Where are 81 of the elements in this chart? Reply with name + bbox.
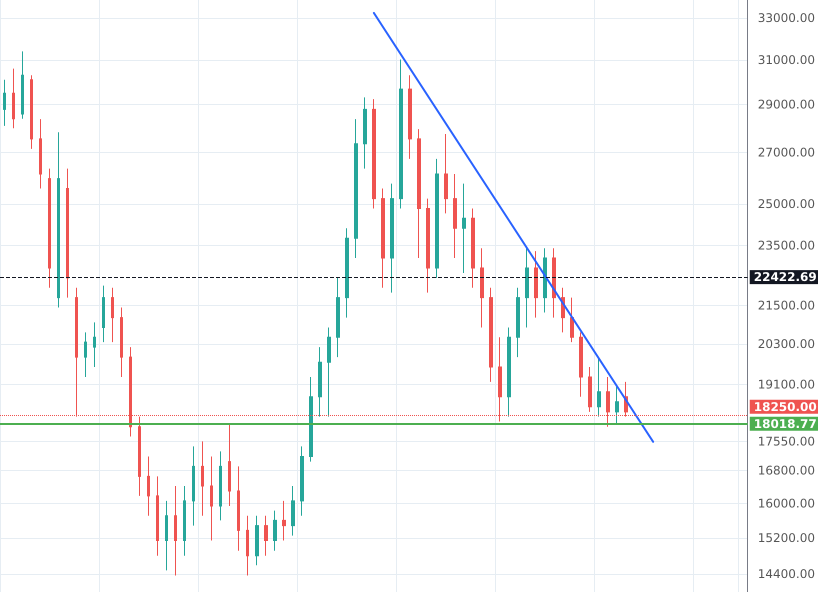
candlestick	[12, 68, 15, 129]
candlestick	[3, 79, 6, 126]
candlestick	[147, 456, 150, 516]
candlestick	[399, 59, 403, 209]
candlestick	[111, 287, 114, 343]
candlestick	[588, 366, 592, 412]
candlestick	[282, 500, 286, 541]
y-tick-label: 21500.00	[758, 298, 816, 312]
y-tick-label: 31000.00	[758, 52, 816, 67]
candlestick	[246, 515, 249, 576]
candlestick	[525, 248, 529, 328]
candlestick	[30, 74, 33, 150]
candlestick	[453, 174, 457, 259]
y-tick-label: 25000.00	[758, 197, 816, 212]
candlestick	[444, 133, 448, 214]
candlestick	[435, 158, 439, 278]
candlestick	[138, 416, 141, 496]
candlestick	[516, 287, 520, 358]
candlestick	[219, 450, 222, 521]
candlestick	[156, 476, 159, 556]
candlestick	[390, 183, 394, 294]
candlestick	[318, 346, 322, 418]
candlestick	[372, 98, 376, 209]
candlestick	[408, 74, 412, 160]
candlestick	[507, 327, 511, 418]
y-tick-label: 27000.00	[758, 146, 816, 160]
ref-line-label: 18018.77	[754, 416, 817, 431]
y-tick-label: 14400.00	[758, 567, 816, 582]
y-tick-label: 33000.00	[758, 11, 816, 26]
candlestick	[39, 118, 42, 190]
candlestick	[579, 332, 583, 398]
candlestick	[165, 500, 168, 571]
candlestick	[102, 285, 105, 343]
candlestick	[417, 128, 421, 259]
candlestick	[183, 486, 186, 556]
candlestick	[489, 287, 493, 382]
candlestick	[201, 440, 204, 516]
candlestick	[354, 118, 358, 259]
y-tick-label: 17550.00	[758, 434, 816, 448]
candlestick	[228, 423, 231, 506]
y-tick-label: 23500.00	[758, 238, 816, 253]
candlestick	[336, 277, 340, 358]
y-tick-label: 16000.00	[758, 496, 816, 510]
ref-line-label: 18250.00	[754, 400, 817, 414]
candlestick	[264, 515, 268, 556]
candlestick	[273, 510, 277, 552]
candlestick	[345, 228, 349, 318]
candlestick	[192, 446, 195, 526]
candlestick	[309, 376, 313, 462]
candlestick	[552, 248, 556, 318]
y-tick-label: 15200.00	[758, 530, 816, 545]
candlestick	[174, 486, 177, 576]
candlestick	[84, 332, 87, 378]
candlestick	[480, 248, 484, 328]
candlestick	[255, 515, 259, 566]
ref-line-label: 22422.69	[754, 270, 817, 284]
candlestick	[291, 486, 295, 536]
candlestick	[597, 356, 601, 418]
candlestick	[21, 50, 24, 120]
y-tick-label: 16800.00	[758, 464, 816, 478]
candlestick	[120, 307, 123, 378]
candlestick	[93, 322, 96, 368]
candlestick	[363, 96, 367, 170]
y-tick-label: 20300.00	[758, 336, 816, 351]
candlestick	[462, 183, 466, 274]
y-tick-label: 19100.00	[758, 378, 816, 392]
candlestick	[210, 456, 213, 541]
candlestick	[570, 297, 574, 343]
candlestick	[48, 168, 51, 288]
candlestick	[237, 466, 240, 552]
candlestick	[471, 208, 475, 288]
candlestick	[66, 168, 69, 298]
candlestick	[543, 248, 547, 314]
candlestick	[327, 327, 331, 418]
candlestick	[534, 250, 538, 318]
candlestick	[381, 188, 385, 288]
candlestick	[300, 446, 304, 516]
candlestick	[615, 386, 619, 426]
y-tick-label: 29000.00	[758, 98, 816, 112]
candlestick	[426, 198, 430, 294]
candlestick	[57, 132, 60, 308]
